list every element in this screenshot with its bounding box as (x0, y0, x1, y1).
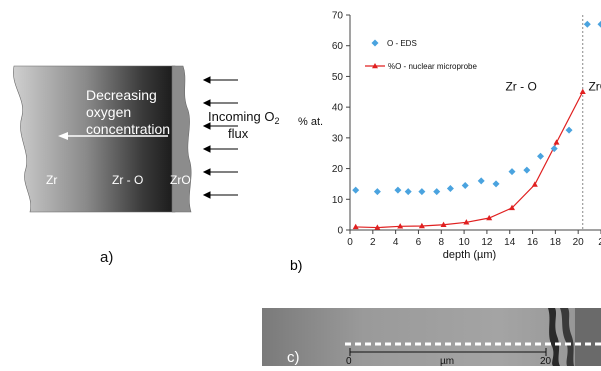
chart-svg: 010203040506070024681012141618202% at.de… (290, 0, 601, 290)
x-tick-label: 20 (573, 237, 585, 248)
eds-point (462, 182, 469, 189)
eds-point (374, 188, 381, 195)
eds-point (433, 188, 440, 195)
arrow-text-3: concentration (86, 121, 170, 137)
arrow-text-1: Decreasing (86, 87, 157, 103)
y-tick-label: 40 (332, 103, 344, 114)
panel-b-chart: 010203040506070024681012141618202% at.de… (290, 0, 601, 290)
y-tick-label: 20 (332, 164, 344, 175)
legend-eds-label: O - EDS (387, 39, 417, 48)
nuclear-point (580, 89, 586, 94)
y-tick-label: 0 (337, 226, 343, 237)
x-tick-label: 0 (347, 237, 353, 248)
x-tick-label: 2 (370, 237, 376, 248)
micrograph-svg: 0 µm 20 c) (0, 300, 601, 366)
arrow-text-2: oxygen (86, 104, 131, 120)
y-tick-label: 70 (332, 11, 344, 22)
scale-unit: µm (440, 356, 454, 366)
x-tick-label: 6 (416, 237, 422, 248)
y-tick-label: 10 (332, 195, 344, 206)
zone-zro-label: Zr - O (112, 173, 143, 187)
eds-point (566, 127, 573, 134)
series-nuclear-line (356, 92, 583, 228)
y-axis-label: % at. (298, 116, 323, 128)
eds-point (493, 180, 500, 187)
eds-point (405, 188, 412, 195)
panel-c-micrograph: 0 µm 20 c) (0, 300, 601, 366)
flux-label-2: flux (228, 126, 249, 141)
schematic-svg: Decreasing oxygen concentration Zr Zr - … (0, 0, 300, 290)
panel-a-label: a) (100, 249, 113, 266)
eds-point (523, 167, 530, 174)
eds-point (537, 153, 544, 160)
x-tick-label: 18 (550, 237, 562, 248)
eds-point (352, 187, 359, 194)
eds-point (584, 21, 591, 28)
y-tick-label: 50 (332, 72, 344, 83)
eds-point (598, 21, 601, 28)
region-label-zro2: ZrO2 (588, 79, 601, 95)
eds-point (447, 185, 454, 192)
y-tick-label: 30 (332, 133, 344, 144)
x-tick-label: 14 (504, 237, 516, 248)
flux-label-1: Incoming O2 (208, 109, 280, 126)
x-axis-label: depth (µm) (443, 249, 496, 261)
panel-b-label: b) (290, 257, 302, 273)
legend-nuclear-label: %O - nuclear microprobe (388, 62, 477, 71)
nuclear-point (554, 139, 560, 144)
panel-a-schematic: Decreasing oxygen concentration Zr Zr - … (0, 0, 300, 290)
eds-point (478, 177, 485, 184)
region-label-zro: Zr - O (505, 79, 536, 93)
eds-point (394, 187, 401, 194)
zone-zr-label: Zr (46, 173, 57, 187)
x-tick-label: 16 (527, 237, 539, 248)
x-tick-label: 8 (438, 237, 444, 248)
nuclear-point (532, 181, 538, 186)
scale-end: 20 (540, 356, 552, 366)
legend-eds-marker (372, 40, 379, 47)
panel-c-label: c) (287, 349, 300, 366)
y-tick-label: 60 (332, 41, 344, 52)
x-tick-label: 10 (459, 237, 471, 248)
x-tick-label: 4 (393, 237, 399, 248)
zone-zro2-label: ZrO2 (170, 173, 196, 189)
oxide-layer (172, 66, 191, 212)
scale-start: 0 (346, 356, 352, 366)
x-tick-label: 12 (481, 237, 493, 248)
eds-point (418, 188, 425, 195)
eds-point (509, 168, 516, 175)
